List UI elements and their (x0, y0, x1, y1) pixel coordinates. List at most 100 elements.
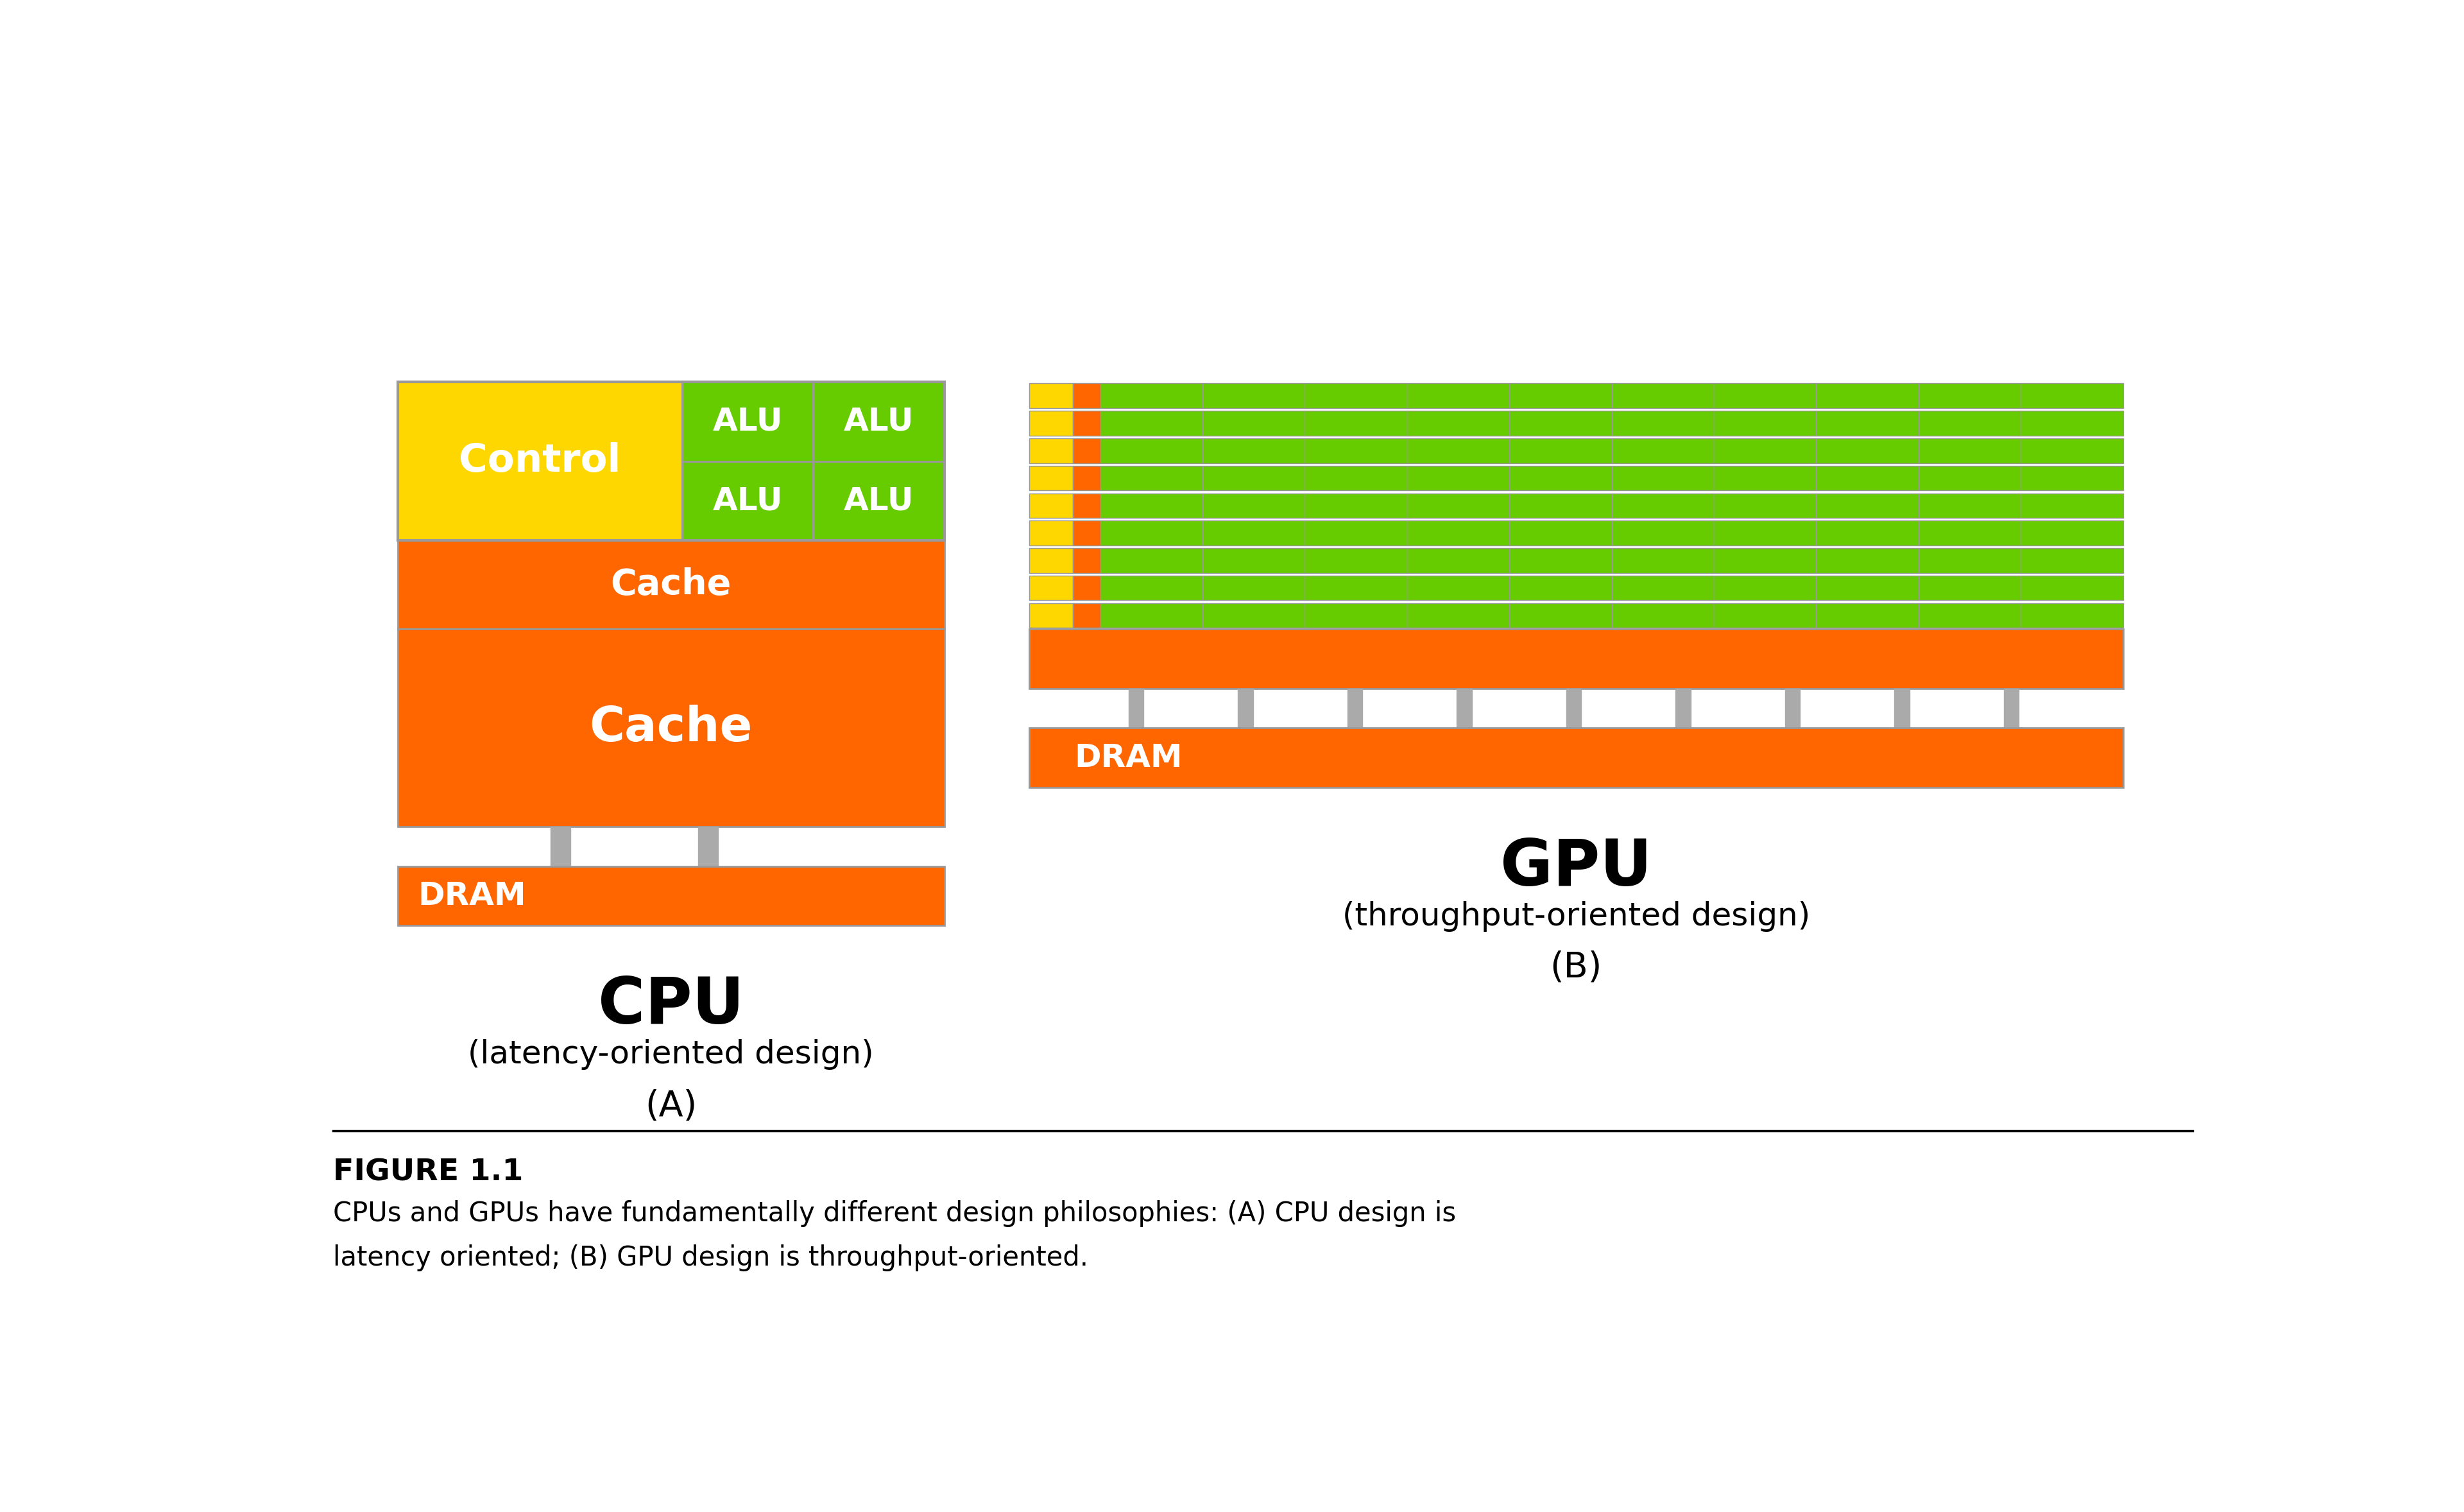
Bar (1306, 438, 1407, 463)
Bar (1510, 520, 1611, 546)
Bar (397, 383, 944, 540)
Bar (1407, 603, 1510, 627)
Bar (1456, 688, 1471, 727)
Bar (1407, 493, 1510, 519)
Bar (1101, 520, 1202, 546)
Bar (2003, 688, 2018, 727)
Bar (2020, 438, 2124, 463)
Bar (1676, 688, 1690, 727)
Bar (813, 383, 944, 461)
Bar (1816, 493, 1919, 519)
Bar (1030, 727, 2124, 788)
Bar (2020, 520, 2124, 546)
Bar (2020, 603, 2124, 627)
Text: Cache: Cache (589, 705, 752, 751)
Bar (1072, 549, 1101, 573)
Bar (1715, 493, 1816, 519)
Bar (1611, 438, 1715, 463)
Bar (1407, 411, 1510, 435)
Text: CPU: CPU (599, 975, 744, 1037)
Bar (1237, 688, 1252, 727)
Text: FIGURE 1.1: FIGURE 1.1 (333, 1158, 522, 1187)
Text: Cache: Cache (611, 567, 732, 602)
Bar (2020, 549, 2124, 573)
Bar (1072, 384, 1101, 408)
Bar (397, 540, 944, 629)
Bar (1202, 520, 1306, 546)
Bar (1919, 493, 2020, 519)
Bar (1611, 384, 1715, 408)
Bar (549, 827, 572, 866)
Bar (1202, 603, 1306, 627)
Bar (397, 866, 944, 925)
Bar (1510, 466, 1611, 490)
Bar (1816, 384, 1919, 408)
Bar (1101, 384, 1202, 408)
Text: CPUs and GPUs have fundamentally different design philosophies: (A) CPU design i: CPUs and GPUs have fundamentally differe… (333, 1201, 1456, 1226)
Text: DRAM: DRAM (419, 880, 527, 912)
Bar (1030, 576, 1072, 600)
Bar (1510, 493, 1611, 519)
Text: Control: Control (458, 442, 621, 481)
Text: ALU: ALU (843, 485, 914, 516)
Bar (1919, 438, 2020, 463)
Bar (1202, 411, 1306, 435)
Bar (2020, 384, 2124, 408)
Bar (1715, 384, 1816, 408)
Bar (683, 383, 813, 461)
Bar (1715, 466, 1816, 490)
Bar (1919, 520, 2020, 546)
Bar (1202, 549, 1306, 573)
Bar (1611, 411, 1715, 435)
Bar (1407, 384, 1510, 408)
Bar (1919, 466, 2020, 490)
Text: latency oriented; (B) GPU design is throughput-oriented.: latency oriented; (B) GPU design is thro… (333, 1244, 1089, 1272)
Text: ALU: ALU (712, 407, 784, 437)
Bar (1407, 549, 1510, 573)
Bar (1072, 493, 1101, 519)
Text: (latency-oriented design): (latency-oriented design) (468, 1039, 875, 1070)
Bar (1611, 576, 1715, 600)
Bar (1715, 549, 1816, 573)
Bar (1816, 549, 1919, 573)
Bar (1816, 411, 1919, 435)
Bar (1919, 384, 2020, 408)
Bar (1030, 411, 1072, 435)
Bar (1030, 384, 1072, 408)
Bar (1306, 384, 1407, 408)
Bar (1510, 576, 1611, 600)
Bar (2020, 466, 2124, 490)
Bar (1919, 603, 2020, 627)
Bar (1306, 411, 1407, 435)
Bar (1072, 520, 1101, 546)
Bar (1510, 411, 1611, 435)
Bar (1784, 688, 1799, 727)
Bar (2020, 493, 2124, 519)
Bar (1101, 493, 1202, 519)
Bar (1611, 493, 1715, 519)
Bar (1611, 603, 1715, 627)
Bar (1072, 603, 1101, 627)
Bar (1030, 466, 1072, 490)
Text: ALU: ALU (843, 407, 914, 437)
Bar (1030, 493, 1072, 519)
Bar (1816, 603, 1919, 627)
Text: DRAM: DRAM (1074, 742, 1183, 773)
Bar (1072, 576, 1101, 600)
Bar (1129, 688, 1143, 727)
Bar (697, 827, 719, 866)
Bar (1919, 549, 2020, 573)
Bar (1715, 438, 1816, 463)
Bar (1202, 384, 1306, 408)
Bar (1510, 603, 1611, 627)
Bar (1030, 520, 1072, 546)
Bar (1306, 520, 1407, 546)
Bar (1715, 411, 1816, 435)
Bar (1306, 549, 1407, 573)
Text: (throughput-oriented design): (throughput-oriented design) (1343, 901, 1811, 931)
Bar (1510, 384, 1611, 408)
Bar (397, 383, 683, 540)
Bar (1407, 520, 1510, 546)
Bar (683, 461, 813, 540)
Bar (813, 461, 944, 540)
